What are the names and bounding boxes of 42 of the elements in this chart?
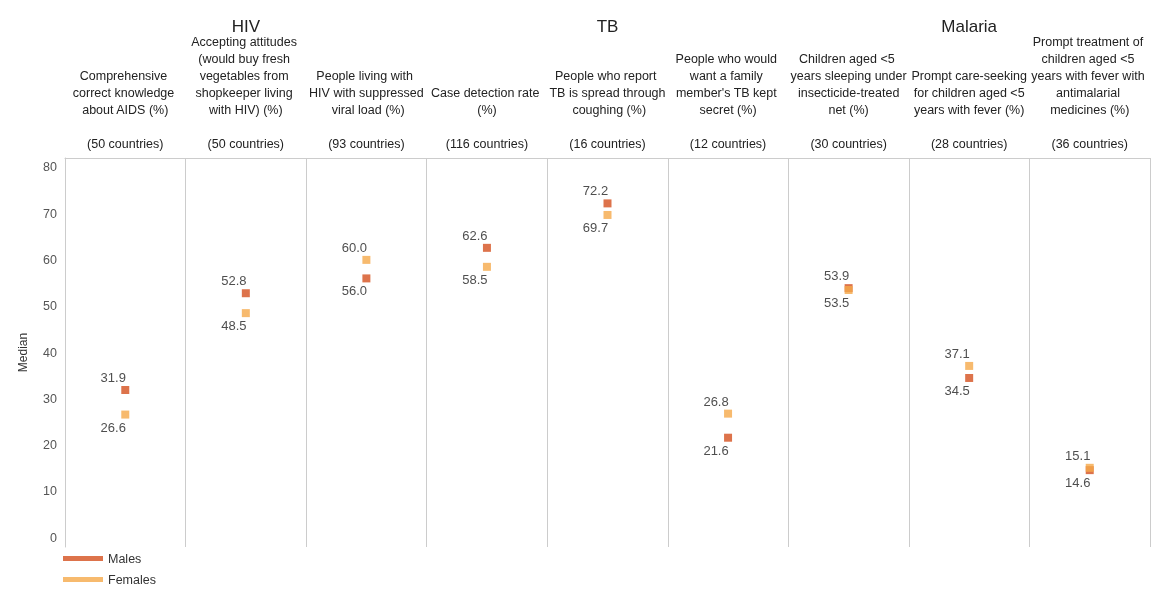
data-label: 62.6 <box>462 227 488 243</box>
category-label: Prompt care-seeking for children aged <5 years with fever (%) (28 countries) <box>911 68 1027 151</box>
data-label: 34.5 <box>944 382 970 398</box>
y-axis-title: Median <box>16 332 30 373</box>
data-label: 26.6 <box>100 419 126 435</box>
data-label: 56.0 <box>341 283 368 299</box>
data-label: 48.5 <box>221 318 247 334</box>
data-label: 37.1 <box>944 345 970 361</box>
data-label: 58.5 <box>462 271 488 287</box>
category-label: People who report TB is spread through coughing (%) (16 countries) <box>549 68 666 151</box>
category-label: Accepting attitudes (would buy fresh vegetables from shopkeeper living with HIV) (%) (50 countries) <box>191 34 297 151</box>
data-label: 14.6 <box>1065 475 1091 491</box>
category-label: People living with HIV with suppressed viral load (%) (93 countries) <box>309 68 424 151</box>
category-label: Prompt treatment of children aged <5 years with fever with antimalarial medicines (%) (36 countries) <box>1031 34 1145 151</box>
legend-label: Females <box>108 572 156 587</box>
data-label: 72.2 <box>582 183 609 199</box>
category-label: Case detection rate (%) (116 countries) <box>431 85 540 151</box>
data-label: 69.7 <box>582 219 609 235</box>
y-tick-label: 80 <box>43 160 58 175</box>
y-tick-label: 10 <box>43 484 58 499</box>
data-label: 21.6 <box>703 442 729 458</box>
y-tick-label: 0 <box>50 530 58 545</box>
y-tick-label: 60 <box>43 252 58 267</box>
y-tick-label: 30 <box>43 391 58 406</box>
y-tick-label: 40 <box>43 345 58 360</box>
text: TB <box>596 17 619 36</box>
y-tick-label: 70 <box>43 206 58 221</box>
data-label: 52.8 <box>221 273 247 289</box>
category-label: Comprehensive correct knowledge about AIDS (%) (50 countries) <box>72 68 175 151</box>
y-tick-label: 20 <box>43 438 58 453</box>
data-label: 31.9 <box>100 370 126 386</box>
category-label: Children aged <5 years sleeping under insecticide-treated net (%) (30 countries) <box>790 51 907 151</box>
data-label: 60.0 <box>341 239 368 255</box>
text: Malaria <box>941 17 998 36</box>
data-label: 53.5 <box>823 294 850 310</box>
y-tick-label: 50 <box>43 299 58 314</box>
data-label: 53.9 <box>823 268 850 284</box>
data-label: 15.1 <box>1065 447 1091 463</box>
category-label: People who would want a family member's TB kept secret (%) (12 countries) <box>675 51 778 151</box>
data-label: 26.8 <box>703 393 729 409</box>
legend-label: Males <box>108 551 142 566</box>
text: HIV <box>231 17 261 36</box>
